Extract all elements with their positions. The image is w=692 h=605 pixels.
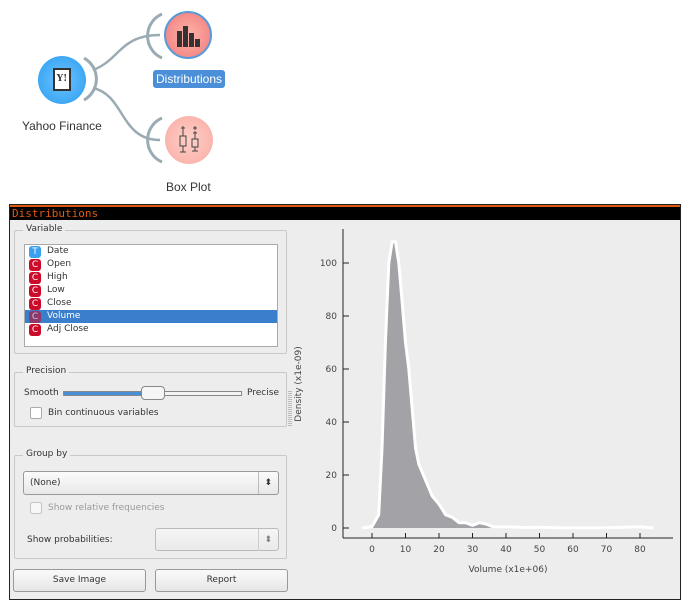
y-axis-label: Density (x1e-09): [294, 346, 304, 421]
variable-item-close[interactable]: C Close: [25, 297, 277, 310]
report-button[interactable]: Report: [155, 569, 288, 592]
distributions-window: Distributions Variable T Date C Open C High C L…: [9, 204, 681, 600]
node-distributions[interactable]: [164, 11, 212, 59]
variable-item-adj-close[interactable]: C Adj Close: [25, 323, 277, 336]
variable-label: Close: [47, 298, 72, 308]
variable-label: Adj Close: [47, 324, 89, 334]
y-tick-label: 40: [326, 418, 338, 428]
precision-box: Precision Smooth Precise Bin continuous …: [14, 366, 287, 427]
continuous-type-icon: C: [29, 272, 41, 284]
continuous-type-icon: C: [29, 298, 41, 310]
precise-label: Precise: [247, 388, 279, 398]
continuous-type-icon: C: [29, 259, 41, 271]
variable-list[interactable]: T Date C Open C High C Low C Close C Volume C Adj Clo…: [24, 244, 278, 347]
x-tick-label: 10: [400, 545, 412, 555]
relative-frequencies-checkbox[interactable]: [30, 502, 42, 514]
variable-item-high[interactable]: C High: [25, 271, 277, 284]
group-by-box: Group by (None) ⬍ Show relative frequenc…: [14, 449, 287, 559]
continuous-type-icon: C: [29, 311, 41, 323]
bin-label: Bin continuous variables: [48, 408, 159, 418]
continuous-type-icon: C: [29, 285, 41, 297]
relative-frequencies-label: Show relative frequencies: [48, 503, 165, 513]
y-tick-label: 0: [331, 524, 337, 534]
variable-item-volume[interactable]: C Volume: [25, 310, 277, 323]
variable-label: Low: [47, 285, 65, 295]
precision-slider[interactable]: [63, 386, 242, 400]
smooth-label: Smooth: [24, 388, 59, 398]
save-image-button[interactable]: Save Image: [13, 569, 146, 592]
precision-legend: Precision: [23, 366, 70, 376]
box-plot-icon: [179, 126, 199, 153]
group-by-legend: Group by: [23, 449, 71, 459]
density-curve: [361, 240, 654, 530]
node-yahoo-finance[interactable]: Y!: [38, 56, 86, 104]
variable-legend: Variable: [23, 224, 66, 234]
node-label-selected: Distributions: [153, 70, 226, 88]
y-tick-label: 60: [326, 365, 338, 375]
node-label: Box Plot: [166, 180, 211, 194]
bar-chart-icon: [177, 26, 200, 47]
variable-item-low[interactable]: C Low: [25, 284, 277, 297]
variable-label: Volume: [47, 311, 81, 321]
x-tick-label: 20: [433, 545, 445, 555]
slider-handle[interactable]: [140, 386, 165, 400]
variable-label: Date: [47, 246, 69, 256]
group-by-select[interactable]: (None) ⬍: [23, 471, 279, 495]
x-tick-label: 40: [500, 545, 512, 555]
updown-icon: ⬍: [258, 472, 272, 494]
group-by-value: (None): [30, 478, 61, 488]
show-probabilities-label: Show probabilities:: [27, 535, 113, 545]
density-area: [361, 241, 654, 529]
x-tick-label: 0: [369, 545, 375, 555]
x-tick-label: 50: [534, 545, 546, 555]
bin-checkbox[interactable]: [30, 407, 42, 419]
yahoo-finance-icon: Y!: [53, 68, 71, 91]
updown-icon: ⬍: [258, 529, 272, 551]
variable-item-open[interactable]: C Open: [25, 258, 277, 271]
x-tick-label: 80: [634, 545, 646, 555]
y-tick-label: 20: [326, 471, 338, 481]
variable-label: Open: [47, 259, 72, 269]
x-tick-label: 60: [567, 545, 579, 555]
workflow-links: [83, 12, 163, 164]
density-chart: 0 10 20 30 40 50 60 70 80 0 20 40 60 80 100 Volume (x1e…: [294, 229, 673, 575]
y-tick-label: 100: [320, 259, 337, 269]
variable-item-date[interactable]: T Date: [25, 245, 277, 258]
window-title: Distributions: [10, 205, 680, 220]
variable-box: Variable T Date C Open C High C Low C Close C Volum…: [14, 224, 287, 354]
time-type-icon: T: [29, 246, 41, 258]
variable-label: High: [47, 272, 68, 282]
splitter-handle[interactable]: [288, 390, 292, 426]
show-probabilities-select[interactable]: ⬍: [155, 528, 279, 551]
node-label: Yahoo Finance: [22, 119, 102, 133]
x-axis-label: Volume (x1e+06): [469, 565, 548, 575]
node-box-plot[interactable]: [165, 116, 213, 164]
x-tick-label: 30: [467, 545, 479, 555]
x-tick-label: 70: [601, 545, 613, 555]
y-tick-label: 80: [326, 312, 338, 322]
link-yahoo-distributions[interactable]: [92, 33, 161, 72]
continuous-type-icon: C: [29, 324, 41, 336]
